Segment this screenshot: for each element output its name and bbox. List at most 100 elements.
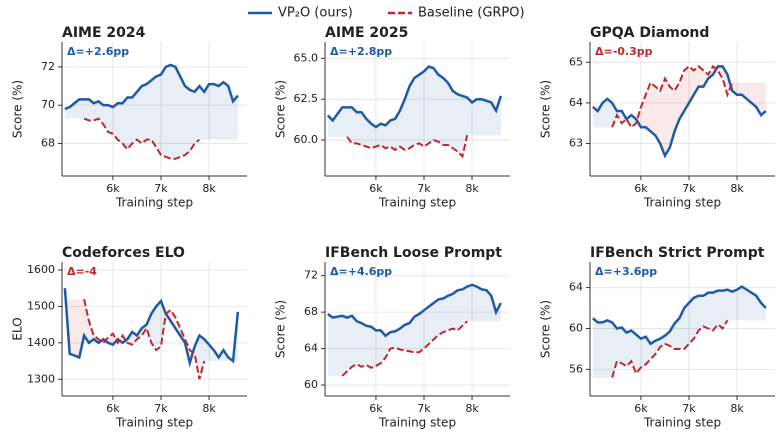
gap-fill [337, 107, 343, 137]
gap-fill [156, 74, 161, 155]
y-tick-label: 70 [41, 98, 55, 111]
x-tick-label: 7k [154, 402, 168, 415]
gap-fill [462, 95, 468, 157]
gap-fill [156, 300, 161, 351]
gap-fill [592, 106, 598, 128]
gap-fill [375, 330, 381, 366]
gap-fill [84, 99, 89, 121]
gap-fill [660, 78, 665, 156]
gap-fill [351, 315, 357, 367]
gap-fill [698, 295, 704, 331]
x-tick-label: 7k [682, 402, 696, 415]
gap-fill [84, 299, 89, 343]
gap-fill [761, 82, 766, 116]
gap-fill [684, 66, 689, 112]
gap-fill [132, 91, 137, 144]
x-tick-label: 6k [369, 402, 383, 415]
y-axis-label: Score (%) [274, 300, 288, 358]
x-tick-label: 8k [202, 182, 216, 195]
gap-fill [448, 293, 453, 331]
gap-fill [751, 82, 757, 107]
gap-fill [351, 107, 357, 144]
gap-fill [443, 295, 449, 333]
gap-fill [112, 103, 118, 140]
y-axis-label: Score (%) [274, 80, 288, 138]
gap-fill [626, 330, 632, 367]
y-axis-label: ELO [11, 317, 25, 340]
gap-fill [366, 118, 372, 149]
gap-fill [684, 302, 689, 349]
gap-fill [233, 95, 238, 140]
series-line [83, 298, 206, 380]
x-axis-label: Training step [643, 196, 721, 210]
y-tick-label: 60.0 [294, 133, 319, 146]
y-tick-label: 60 [304, 378, 318, 391]
gap-fill [74, 99, 80, 119]
chart-title: AIME 2024 [62, 25, 146, 41]
gap-fill [457, 94, 463, 157]
gap-fill [722, 289, 728, 329]
gap-fill [655, 338, 661, 355]
gap-fill [496, 95, 501, 136]
y-tick-label: 62.5 [294, 92, 319, 105]
gap-fill [189, 89, 195, 152]
y-axis-label: Score (%) [539, 80, 553, 138]
gap-fill [472, 99, 477, 136]
legend-label: VP₂O (ours) [278, 6, 353, 21]
gap-fill [732, 289, 738, 321]
gap-fill [380, 123, 386, 149]
gap-fill [342, 107, 348, 137]
gap-fill [69, 299, 75, 356]
gap-fill [616, 111, 622, 124]
x-tick-label: 8k [202, 402, 216, 415]
gap-fill [342, 315, 348, 376]
gap-fill [640, 336, 646, 368]
gap-fill [209, 84, 214, 140]
y-tick-label: 1500 [27, 299, 55, 312]
gap-fill [688, 297, 694, 344]
gap-fill [361, 323, 367, 367]
annotation: Δ=-0.3pp [595, 45, 653, 58]
y-tick-label: 68 [41, 136, 55, 149]
annotation: Δ=+2.6pp [67, 45, 129, 58]
gap-fill [399, 324, 405, 351]
gap-fill [79, 99, 85, 119]
gap-fill [607, 98, 613, 128]
chart-title: GPQA Diamond [590, 25, 709, 41]
x-tick-label: 6k [369, 182, 383, 195]
gap-fill [438, 298, 444, 335]
gap-fill [746, 289, 752, 321]
x-tick-label: 6k [106, 402, 120, 415]
gap-fill [645, 82, 651, 132]
annotation: Δ=-4 [67, 265, 97, 278]
gap-fill [180, 76, 186, 157]
gap-fill [481, 289, 487, 322]
gap-fill [486, 100, 492, 136]
gap-fill [395, 328, 400, 350]
gap-fill [337, 315, 343, 376]
gap-fill [175, 66, 181, 159]
y-tick-label: 68 [304, 305, 318, 318]
gap-fill [371, 123, 376, 149]
gap-fill [717, 290, 723, 329]
gap-fill [746, 82, 752, 103]
gap-fill [160, 66, 166, 157]
gap-fill [448, 82, 453, 149]
gap-fill [640, 94, 646, 128]
gap-fill [423, 306, 429, 349]
series-line [611, 64, 734, 129]
gap-fill [409, 316, 415, 353]
gap-fill [380, 330, 386, 364]
gap-fill [423, 66, 429, 147]
gap-fill [356, 321, 362, 367]
gap-fill [438, 74, 444, 145]
chart-title: Codeforces ELO [62, 245, 185, 261]
y-tick-label: 60 [569, 321, 583, 334]
series-line [64, 63, 239, 111]
gap-fill [146, 80, 152, 140]
gap-fill [356, 112, 362, 145]
y-tick-label: 1600 [27, 263, 55, 276]
gap-fill [616, 327, 622, 364]
series-line [63, 288, 240, 368]
gap-fill [223, 82, 229, 140]
